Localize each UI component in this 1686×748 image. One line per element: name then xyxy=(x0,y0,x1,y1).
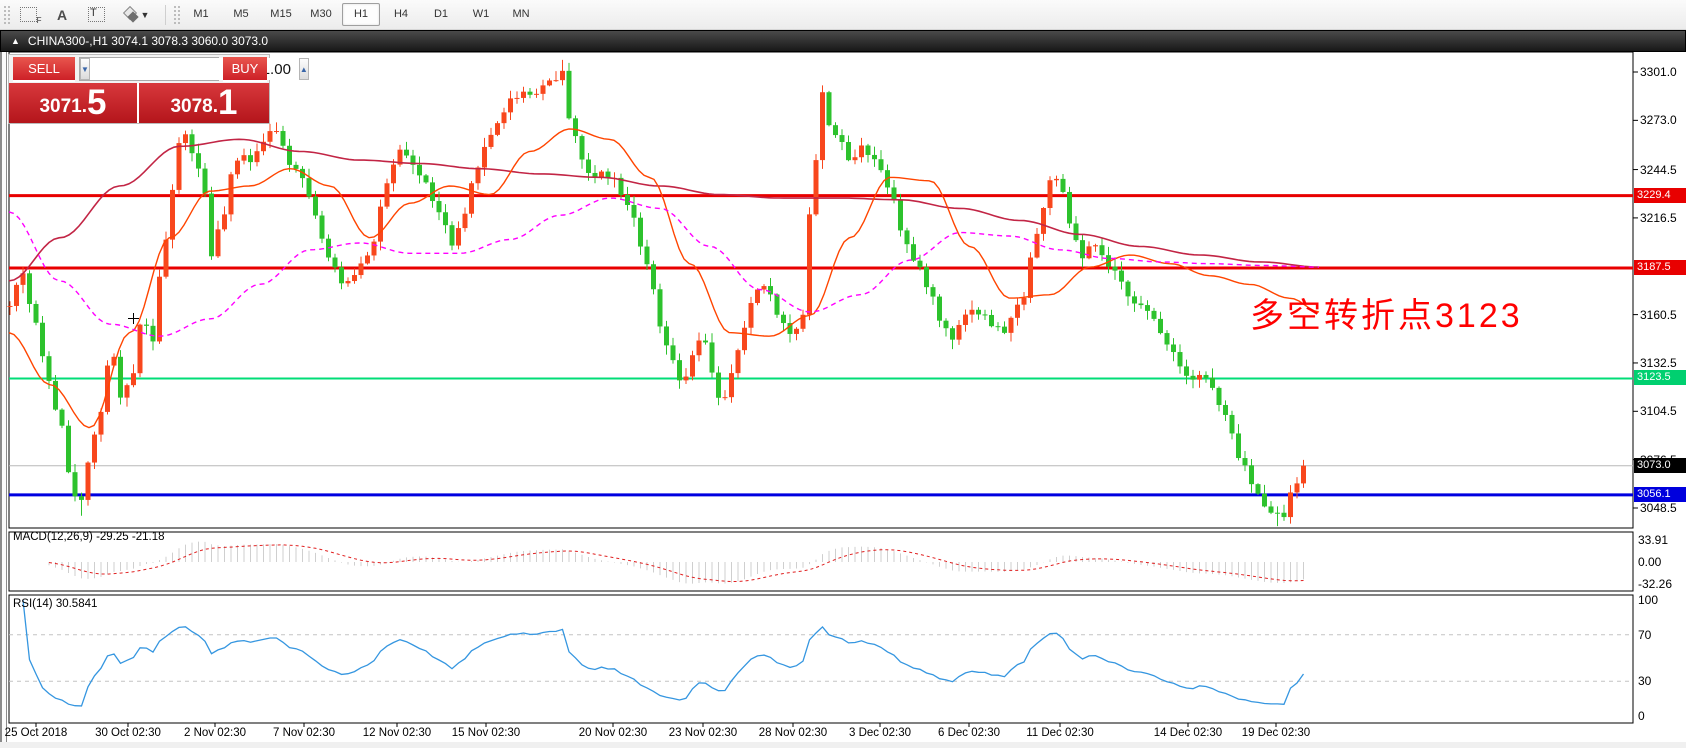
date-label: 11 Dec 02:30 xyxy=(1026,727,1094,739)
price-line-badge-3073.0: 3073.0 xyxy=(1634,457,1686,473)
toolbar-grip[interactable] xyxy=(3,4,11,25)
date-label: 2 Nov 02:30 xyxy=(183,727,247,739)
grid-f-icon[interactable]: F xyxy=(13,4,43,26)
text-box-icon[interactable]: T xyxy=(81,4,111,26)
price-tick-label: 3048.5 xyxy=(1640,501,1677,515)
timeframe-button-m5[interactable]: M5 xyxy=(233,8,249,20)
rsi-label: RSI(14) 30.5841 xyxy=(13,598,98,610)
text-label-icon[interactable]: A xyxy=(56,6,68,23)
date-label: 7 Nov 02:30 xyxy=(272,727,336,739)
date-label: 23 Nov 02:30 xyxy=(668,727,738,739)
trade-panel-top-row: SELL ▼ ▲ BUY xyxy=(9,55,309,83)
date-label: 28 Nov 02:30 xyxy=(758,727,828,739)
price-tick-label: 3273.0 xyxy=(1640,113,1677,128)
volume-decrease-button[interactable]: ▼ xyxy=(80,58,90,80)
volume-input[interactable] xyxy=(89,58,299,80)
text-box-glyph xyxy=(87,7,105,22)
price-line-badge-3123.5: 3123.5 xyxy=(1634,370,1686,386)
grid-f-glyph: F xyxy=(19,7,42,25)
timeframe-button-m30[interactable]: M30 xyxy=(310,8,332,20)
chart-title: CHINA300-,H1 3074.1 3078.3 3060.0 3073.0 xyxy=(27,34,269,48)
annotation-text[interactable]: 多空转折点3123 xyxy=(1250,297,1523,335)
window-bottom-edge xyxy=(0,742,1686,748)
timeframe-button-m15[interactable]: M15 xyxy=(270,8,292,20)
price-line-badge-3056.1: 3056.1 xyxy=(1634,486,1686,502)
timeframe-button-h4[interactable]: H4 xyxy=(393,8,409,20)
chart-title-bar: ▲ CHINA300-,H1 3074.1 3078.3 3060.0 3073… xyxy=(0,30,1686,52)
cross-marker[interactable] xyxy=(128,313,139,324)
price-tick-label: 3104.5 xyxy=(1640,404,1677,419)
date-label: 25 Oct 2018 xyxy=(4,727,68,739)
top-toolbar: F A T ▼ M1 M5 M15 M30 H1 H4 D1 W1 MN xyxy=(0,0,1686,30)
date-label: 14 Dec 02:30 xyxy=(1153,727,1223,739)
collapse-triangle-icon[interactable]: ▲ xyxy=(11,36,20,46)
price-tick-label: 3244.5 xyxy=(1640,162,1677,177)
buy-price-pip: 1 xyxy=(218,83,238,122)
date-label: 15 Nov 02:30 xyxy=(451,727,521,739)
date-label: 12 Nov 02:30 xyxy=(362,727,432,739)
toolbar-grip-2[interactable] xyxy=(173,4,181,25)
rsi-axis-label: 0 xyxy=(1638,709,1645,723)
price-tick-label: 3160.5 xyxy=(1640,307,1677,322)
price-line-badge-3229.4: 3229.4 xyxy=(1634,187,1686,203)
timeframe-button-d1[interactable]: D1 xyxy=(433,8,449,20)
shapes-icon[interactable]: ▼ xyxy=(115,4,159,26)
trade-panel: SELL ▼ ▲ BUY 3071.5 3078.1 xyxy=(8,54,309,124)
chevron-down-icon: ▼ xyxy=(140,9,150,20)
macd-label: MACD(12,26,9) -29.25 -21.18 xyxy=(13,531,165,543)
timeframe-button-h1[interactable]: H1 xyxy=(342,3,380,26)
price-tick-label: 3132.5 xyxy=(1640,355,1677,370)
sell-price-main: 3071. xyxy=(39,96,88,117)
date-label: 6 Dec 02:30 xyxy=(937,727,1001,739)
toolbar-separator xyxy=(165,4,166,25)
timeframe-button-m1[interactable]: M1 xyxy=(193,8,209,20)
sell-price[interactable]: 3071. 5 xyxy=(9,83,139,123)
chart-background xyxy=(0,52,1686,742)
buy-price[interactable]: 3078. 1 xyxy=(139,83,269,123)
sell-button[interactable]: SELL xyxy=(13,57,75,82)
date-label: 20 Nov 02:30 xyxy=(578,727,648,739)
sell-price-pip: 5 xyxy=(87,83,107,122)
left-panel-splitter[interactable] xyxy=(0,52,7,742)
date-label: 30 Oct 02:30 xyxy=(95,727,161,739)
volume-control: ▼ ▲ xyxy=(79,57,309,81)
timeframe-button-w1[interactable]: W1 xyxy=(472,8,490,20)
price-line-badge-3187.5: 3187.5 xyxy=(1634,259,1686,275)
price-tick-label: 3301.0 xyxy=(1640,65,1677,79)
date-label: 3 Dec 02:30 xyxy=(848,727,912,739)
price-tick-label: 3216.5 xyxy=(1640,210,1677,225)
macd-axis-label: -32.26 xyxy=(1638,577,1673,591)
buy-price-main: 3078. xyxy=(170,96,219,117)
macd-axis-label: 33.91 xyxy=(1638,533,1669,547)
timeframe-button-mn[interactable]: MN xyxy=(512,8,530,20)
rsi-axis-label: 30 xyxy=(1638,674,1652,689)
rsi-axis-label: 100 xyxy=(1638,593,1659,607)
buy-button[interactable]: BUY xyxy=(223,57,267,82)
date-label: 19 Dec 02:30 xyxy=(1241,727,1311,739)
volume-increase-button[interactable]: ▲ xyxy=(298,58,309,80)
macd-axis-label: 0.00 xyxy=(1638,555,1662,569)
rsi-axis-label: 70 xyxy=(1638,627,1652,642)
